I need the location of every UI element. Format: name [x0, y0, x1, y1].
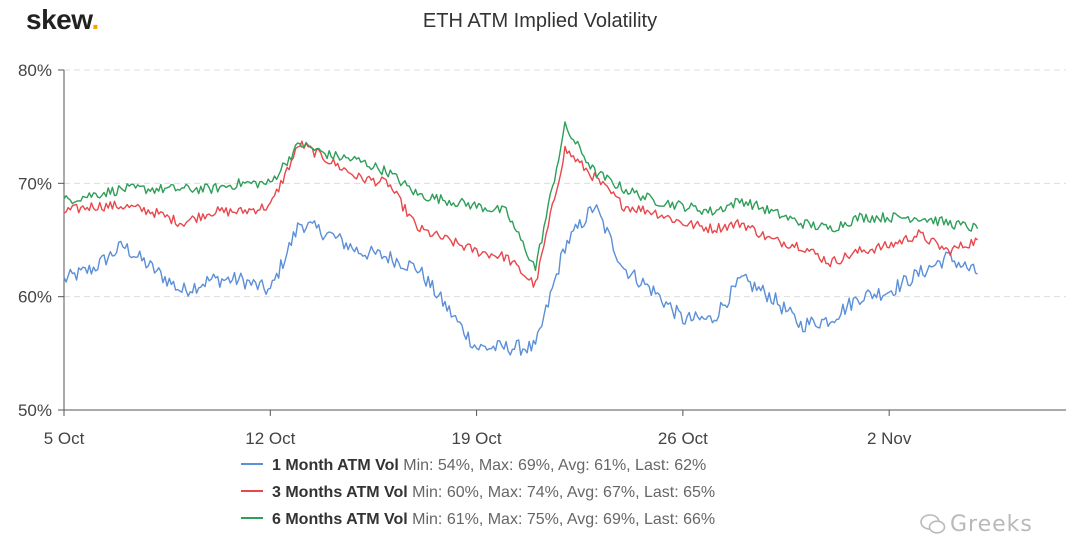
skew-logo: skew.: [26, 4, 99, 35]
y-tick-label: 70%: [18, 174, 52, 193]
legend-item[interactable]: 3 Months ATM Vol Min: 60%, Max: 74%, Avg…: [272, 484, 715, 501]
legend-item[interactable]: 1 Month ATM Vol Min: 54%, Max: 69%, Avg:…: [272, 457, 706, 474]
x-tick-label: 2 Nov: [867, 429, 912, 448]
legend-series-stats: Min: 54%, Max: 69%, Avg: 61%, Last: 62%: [403, 457, 706, 474]
grid-lines: [64, 69, 1066, 298]
legend-series-name: 1 Month ATM Vol: [272, 457, 403, 474]
x-tick-label: 12 Oct: [245, 429, 295, 448]
series-lines: [63, 121, 979, 356]
x-tick-label: 26 Oct: [658, 429, 708, 448]
legend: 1 Month ATM Vol Min: 54%, Max: 69%, Avg:…: [241, 457, 715, 528]
y-tick-label: 50%: [18, 401, 52, 420]
legend-item[interactable]: 6 Months ATM Vol Min: 61%, Max: 75%, Avg…: [272, 511, 715, 528]
legend-series-stats: Min: 61%, Max: 75%, Avg: 69%, Last: 66%: [412, 511, 715, 528]
watermark: Greeks: [920, 512, 1033, 537]
legend-series-stats: Min: 60%, Max: 74%, Avg: 67%, Last: 65%: [412, 484, 715, 501]
legend-series-name: 3 Months ATM Vol: [272, 484, 412, 501]
x-tick-label: 19 Oct: [452, 429, 502, 448]
series-line: [63, 121, 979, 272]
series-line: [63, 140, 979, 288]
axes: 50% 60% 70% 80% 5 Oct 12 Oct 19 Oct 26 Oct 2 Nov: [18, 61, 1066, 448]
series-line: [63, 204, 978, 356]
legend-series-name: 6 Months ATM Vol: [272, 511, 412, 528]
y-tick-label: 60%: [18, 288, 52, 307]
wechat-icon: [920, 514, 946, 534]
chart-title: ETH ATM Implied Volatility: [422, 10, 658, 32]
x-tick-label: 5 Oct: [44, 429, 85, 448]
y-tick-label: 80%: [18, 61, 52, 80]
